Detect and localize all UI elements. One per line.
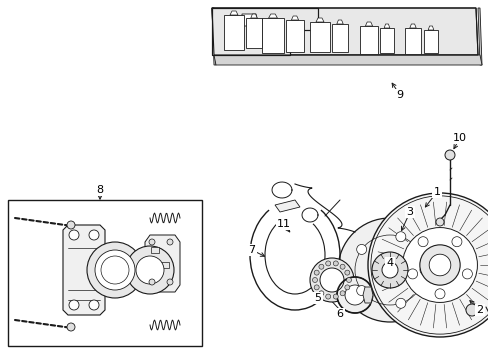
Circle shape	[67, 323, 75, 331]
Polygon shape	[359, 26, 377, 54]
Circle shape	[381, 262, 397, 278]
Circle shape	[419, 265, 429, 275]
Bar	[151, 247, 159, 253]
Circle shape	[395, 298, 405, 308]
Polygon shape	[423, 30, 437, 53]
Circle shape	[339, 264, 345, 269]
Circle shape	[314, 285, 319, 290]
Circle shape	[167, 279, 173, 285]
Polygon shape	[274, 200, 299, 212]
Polygon shape	[477, 8, 481, 65]
Circle shape	[346, 278, 351, 283]
Polygon shape	[365, 22, 372, 26]
Circle shape	[89, 300, 99, 310]
Polygon shape	[245, 18, 262, 48]
Circle shape	[333, 294, 338, 299]
Circle shape	[319, 268, 343, 292]
Polygon shape	[214, 55, 481, 65]
Text: 10: 10	[452, 133, 466, 143]
Text: 3: 3	[406, 207, 413, 217]
Circle shape	[126, 246, 174, 294]
Circle shape	[417, 237, 427, 247]
Polygon shape	[212, 8, 477, 55]
Circle shape	[395, 232, 405, 242]
Polygon shape	[384, 24, 389, 28]
Polygon shape	[404, 28, 420, 54]
Polygon shape	[379, 28, 393, 53]
Polygon shape	[268, 14, 277, 18]
Polygon shape	[145, 235, 180, 292]
Circle shape	[435, 218, 443, 226]
Circle shape	[339, 291, 345, 296]
Text: 6: 6	[336, 309, 343, 319]
Polygon shape	[362, 287, 372, 303]
Text: 9: 9	[396, 90, 403, 100]
Polygon shape	[250, 14, 257, 18]
Text: 2: 2	[475, 305, 483, 315]
Polygon shape	[229, 11, 238, 15]
Text: 1: 1	[433, 187, 440, 197]
Circle shape	[312, 278, 317, 283]
Circle shape	[451, 237, 461, 247]
Circle shape	[402, 228, 476, 302]
Text: 8: 8	[96, 185, 103, 195]
Circle shape	[462, 269, 471, 279]
Circle shape	[367, 193, 488, 337]
Circle shape	[419, 245, 459, 285]
Circle shape	[333, 261, 338, 266]
Circle shape	[149, 239, 155, 245]
Bar	[161, 262, 169, 268]
Circle shape	[434, 289, 444, 299]
Circle shape	[69, 230, 79, 240]
Polygon shape	[331, 24, 347, 52]
Text: 11: 11	[276, 219, 290, 229]
Circle shape	[149, 279, 155, 285]
Circle shape	[344, 285, 349, 290]
Polygon shape	[63, 225, 105, 315]
Polygon shape	[336, 20, 343, 24]
Text: 4: 4	[386, 258, 393, 268]
Polygon shape	[285, 20, 304, 52]
Circle shape	[95, 250, 135, 290]
Polygon shape	[262, 18, 284, 53]
Circle shape	[318, 291, 323, 296]
Polygon shape	[427, 26, 433, 30]
Circle shape	[407, 269, 417, 279]
Circle shape	[87, 242, 142, 298]
Text: 5: 5	[314, 293, 321, 303]
Circle shape	[309, 258, 353, 302]
Circle shape	[101, 256, 129, 284]
Circle shape	[356, 244, 366, 255]
Circle shape	[444, 150, 454, 160]
Circle shape	[465, 304, 477, 316]
Polygon shape	[315, 18, 324, 22]
Circle shape	[89, 230, 99, 240]
Text: 7: 7	[248, 245, 255, 255]
Circle shape	[69, 300, 79, 310]
Polygon shape	[242, 14, 258, 26]
Circle shape	[371, 252, 407, 288]
Circle shape	[345, 285, 364, 305]
Circle shape	[325, 294, 330, 299]
Circle shape	[337, 218, 441, 322]
Polygon shape	[409, 24, 415, 28]
Circle shape	[67, 221, 75, 229]
Polygon shape	[309, 22, 329, 52]
Circle shape	[167, 239, 173, 245]
Circle shape	[336, 277, 372, 313]
Circle shape	[318, 264, 323, 269]
Circle shape	[356, 285, 366, 296]
Circle shape	[428, 254, 450, 276]
Polygon shape	[212, 8, 317, 55]
Polygon shape	[291, 16, 298, 20]
Circle shape	[314, 270, 319, 275]
Bar	[8, 200, 202, 346]
Circle shape	[136, 256, 163, 284]
Circle shape	[325, 261, 330, 266]
Polygon shape	[224, 15, 244, 50]
Circle shape	[344, 270, 349, 275]
Polygon shape	[212, 8, 216, 65]
